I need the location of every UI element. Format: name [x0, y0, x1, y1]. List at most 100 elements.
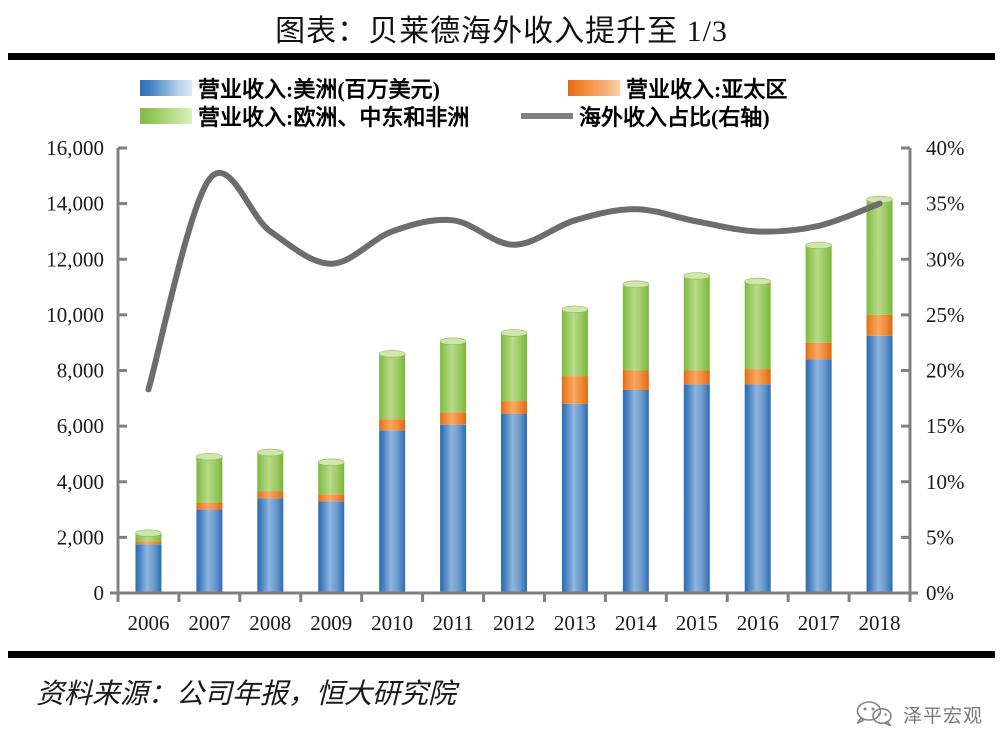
bar-top-cap: [805, 241, 832, 250]
watermark-text: 泽平宏观: [902, 705, 983, 727]
bar-segment[interactable]: [196, 509, 223, 593]
x-axis-tick-label: 2009: [310, 611, 352, 635]
bar-segment[interactable]: [866, 314, 893, 336]
bar-segment[interactable]: [683, 384, 710, 593]
bar-segment[interactable]: [257, 491, 284, 499]
legend-swatch-americas: [140, 80, 192, 96]
bar-segment[interactable]: [135, 541, 162, 545]
bar-group[interactable]: [683, 275, 710, 593]
bar-segment[interactable]: [866, 335, 893, 593]
bar-group[interactable]: [622, 284, 649, 593]
bar-segment[interactable]: [744, 384, 771, 593]
legend-line-ratio: [521, 113, 573, 119]
bar-segment[interactable]: [379, 430, 406, 593]
watermark: 泽平宏观: [854, 700, 983, 728]
bar-segment[interactable]: [561, 309, 588, 377]
page-title: 图表：贝莱德海外收入提升至 1/3: [275, 15, 728, 48]
y-axis-tick-label: 2,000: [57, 525, 104, 549]
bar-segment[interactable]: [318, 501, 345, 593]
bar-group[interactable]: [440, 341, 467, 593]
y-axis-tick-label: 10,000: [46, 303, 104, 327]
bar-top-cap: [135, 529, 162, 537]
wechat-icon: [856, 701, 892, 727]
bar-top-cap: [744, 277, 772, 286]
bar-segment[interactable]: [805, 245, 832, 343]
x-axis-tick-label: 2017: [798, 611, 840, 635]
bar-segment[interactable]: [135, 544, 162, 593]
y2-axis-tick-label: 25%: [926, 303, 965, 327]
bar-group[interactable]: [866, 199, 893, 593]
bar-segment[interactable]: [196, 456, 223, 503]
bar-group[interactable]: [257, 452, 284, 593]
bar-segment[interactable]: [622, 284, 649, 371]
bar-segment[interactable]: [440, 412, 467, 425]
bar-segment[interactable]: [744, 369, 771, 385]
legend-row-1: 营业收入:美洲(百万美元) 营业收入:亚太区: [118, 72, 888, 102]
bar-segment[interactable]: [501, 332, 527, 402]
bar-segment[interactable]: [561, 403, 588, 593]
x-axis-tick-label: 2016: [737, 611, 779, 635]
legend-label-asiapac: 营业收入:亚太区: [626, 77, 788, 102]
bar-segment[interactable]: [440, 424, 467, 593]
bar-segment[interactable]: [683, 370, 710, 385]
legend-item-asiapac[interactable]: 营业收入:亚太区: [568, 72, 787, 104]
bar-segment[interactable]: [196, 502, 223, 510]
bar-segment[interactable]: [622, 370, 649, 390]
legend-row-2: 营业收入:欧洲、中东和非洲 海外收入占比(右轴): [118, 100, 888, 130]
title-divider-top: [8, 53, 995, 60]
ratio-line-series[interactable]: [145, 170, 883, 393]
bar-segment[interactable]: [866, 199, 893, 315]
bar-group[interactable]: [501, 332, 527, 593]
bar-top-cap: [683, 272, 711, 280]
legend-item-americas[interactable]: 营业收入:美洲(百万美元): [140, 72, 440, 104]
bar-group[interactable]: [196, 456, 223, 593]
legend-swatch-emea: [140, 108, 192, 124]
bar-group[interactable]: [135, 533, 162, 593]
bar-segment[interactable]: [318, 462, 345, 495]
legend-item-emea[interactable]: 营业收入:欧洲、中东和非洲: [140, 100, 469, 132]
bar-segment[interactable]: [257, 452, 284, 492]
bar-segment[interactable]: [805, 342, 832, 360]
bar-top-cap: [561, 305, 589, 314]
footer-divider: [8, 651, 995, 658]
bar-segment[interactable]: [622, 389, 649, 593]
bar-top-cap: [622, 280, 650, 289]
y-axis-tick-label: 6,000: [57, 414, 104, 438]
bar-top-cap: [317, 458, 345, 467]
bar-group[interactable]: [744, 281, 771, 594]
bar-segment[interactable]: [744, 281, 771, 370]
bar-segment[interactable]: [683, 275, 710, 371]
y2-axis-tick-label: 20%: [926, 359, 965, 383]
bar-segment[interactable]: [257, 498, 284, 593]
x-axis-tick-label: 2015: [676, 611, 718, 635]
x-axis-tick-label: 2007: [188, 611, 230, 635]
bar-group[interactable]: [561, 309, 588, 593]
legend-item-ratio[interactable]: 海外收入占比(右轴): [521, 100, 770, 132]
y-axis-tick-label: 8,000: [57, 359, 104, 383]
bar-segment[interactable]: [318, 494, 345, 502]
bar-segment[interactable]: [561, 376, 588, 404]
x-axis-tick-label: 2011: [432, 611, 473, 635]
x-axis-tick-label: 2018: [859, 611, 901, 635]
legend-label-ratio: 海外收入占比(右轴): [579, 105, 770, 130]
bar-segment[interactable]: [440, 341, 467, 413]
bar-segment[interactable]: [379, 419, 406, 431]
bar-segment[interactable]: [135, 533, 162, 542]
bar-segment[interactable]: [501, 401, 527, 414]
bar-segment[interactable]: [379, 353, 406, 420]
x-axis-tick-label: 2008: [249, 611, 291, 635]
stacked-bar-line-chart: 0 2,000 4,000 6,000 8,000 10,000 12,000 14,000 1…: [46, 136, 965, 635]
bar-segment[interactable]: [805, 359, 832, 593]
bar-top-cap: [500, 329, 528, 337]
y2-axis-tick-label: 15%: [926, 414, 965, 438]
bar-top-cap: [378, 350, 406, 358]
legend-label-emea: 营业收入:欧洲、中东和非洲: [198, 105, 470, 130]
bar-group[interactable]: [379, 353, 406, 593]
y2-axis-tick-label: 40%: [926, 136, 965, 160]
bar-segment[interactable]: [501, 413, 527, 593]
y-axis-tick-label: 16,000: [46, 136, 104, 160]
bar-group[interactable]: [318, 462, 345, 593]
bar-group[interactable]: [805, 245, 832, 593]
x-axis-tick-label: 2014: [615, 611, 658, 635]
